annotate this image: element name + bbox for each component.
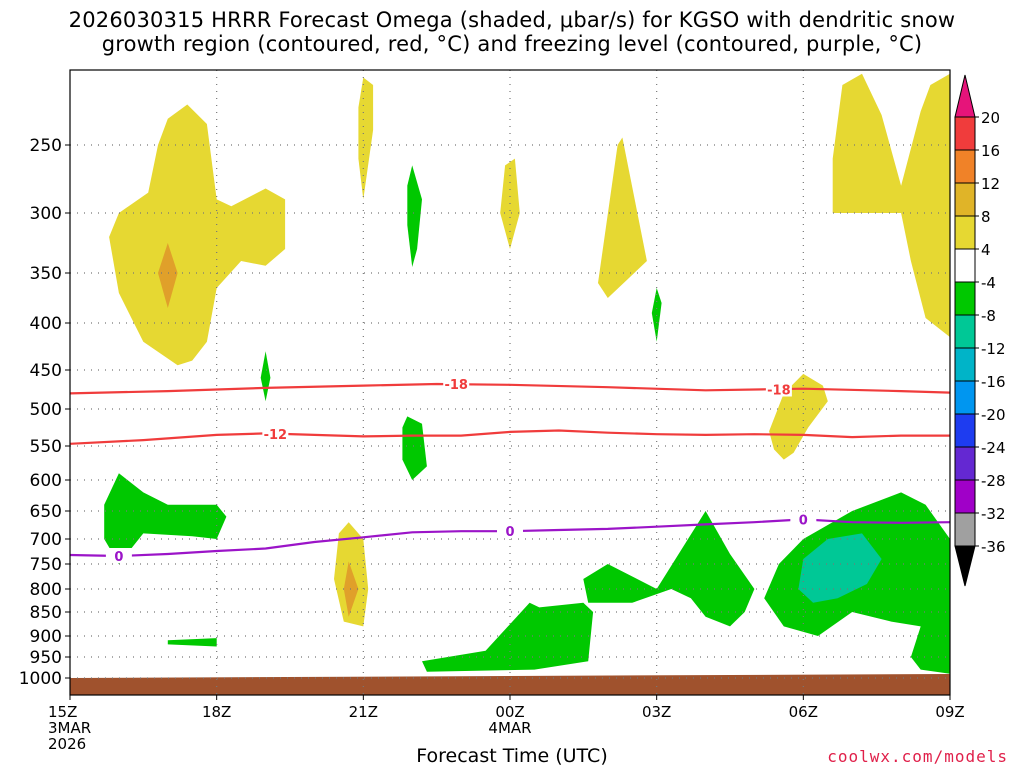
colorbar-label: 4 [981, 241, 991, 259]
colorbar-label: 20 [981, 109, 1000, 127]
colorbar-label: 8 [981, 208, 991, 226]
y-tick-label: 500 [30, 400, 62, 420]
green-cell-2130z [402, 416, 427, 480]
colorbar-segment [954, 215, 976, 250]
yellow-cell-01z [598, 137, 647, 298]
y-tick-label: 1000 [19, 669, 62, 689]
temperature-contours: -18 -18 -12 0 0 0 [70, 376, 950, 565]
y-tick-label: 850 [30, 603, 62, 623]
y-tick-label: 550 [30, 437, 62, 457]
colorbar: 20 16 12 8 4 -4 -8 -12 -16 -20 -24 -28 -32 -36 [954, 74, 1006, 587]
y-tick-label: 800 [30, 580, 62, 600]
x-tick-label: 15Z [48, 703, 77, 721]
y-tick-label: 900 [30, 627, 62, 647]
omega-shading [70, 73, 950, 695]
colorbar-segment [954, 314, 976, 349]
contour-label-bg [497, 523, 523, 539]
contour-label-bg [105, 548, 132, 563]
y-tick-label: 250 [30, 136, 62, 156]
colorbar-segment [954, 446, 976, 481]
colorbar-label: -4 [981, 274, 996, 292]
yellow-sliver-20z [358, 77, 374, 200]
green-cell-lower-left [104, 473, 227, 564]
x-tick-label: 06Z [789, 703, 818, 721]
x-tick-label: 09Z [935, 703, 964, 721]
y-tick-label: 400 [30, 314, 62, 334]
x-axis-title: Forecast Time (UTC) [416, 745, 608, 767]
colorbar-label: -16 [981, 373, 1006, 391]
colorbar-segment [954, 479, 976, 514]
green-cell-03z-upper [651, 288, 662, 342]
green-cell-02z [583, 511, 755, 627]
contour-minus18 [70, 382, 950, 395]
colorbar-label: 16 [981, 142, 1000, 160]
colorbar-label: -32 [981, 505, 1006, 523]
contour-minus12 [70, 429, 950, 445]
teal-cell-06z [798, 533, 882, 603]
contour-label-minus18: -18 [767, 384, 791, 399]
x-tick-sublabel: 4MAR [488, 719, 531, 737]
colorbar-segment [954, 413, 976, 448]
colorbar-label: -20 [981, 406, 1006, 424]
orange-cell-upper-left [158, 243, 178, 308]
y-tick-label: 600 [30, 471, 62, 491]
colorbar-segment [954, 512, 976, 547]
site-credit: coolwx.com/models [827, 747, 1008, 766]
contour-label-bg [790, 511, 817, 527]
axes: 250 300 350 400 450 500 550 600 650 700 750 800 850 9… [19, 136, 965, 753]
colorbar-label: -8 [981, 307, 996, 325]
chart-title-line1: 2026030315 HRRR Forecast Omega (shaded, … [68, 8, 956, 32]
colorbar-label: -24 [981, 439, 1006, 457]
colorbar-segment [954, 248, 976, 283]
y-tick-label: 750 [30, 555, 62, 575]
y-tick-label: 350 [30, 264, 62, 284]
colorbar-segment [954, 116, 976, 151]
colorbar-segment [954, 281, 976, 316]
y-tick-label: 650 [30, 502, 62, 522]
x-tick-sublabel: 2026 [48, 735, 86, 753]
contour-label-freezing: 0 [505, 525, 514, 540]
colorbar-segment [954, 149, 976, 184]
colorbar-segment [954, 347, 976, 382]
contour-label-freezing: 0 [799, 513, 808, 528]
contour-label-freezing: 0 [114, 550, 123, 565]
y-tick-label: 700 [30, 530, 62, 550]
contour-label-minus18: -18 [444, 378, 468, 393]
colorbar-segment [954, 182, 976, 217]
colorbar-label: -28 [981, 472, 1006, 490]
contour-label-bg [262, 426, 289, 442]
colorbar-bottom-arrow [954, 545, 976, 587]
colorbar-segment [954, 380, 976, 415]
green-cell-21z [407, 165, 422, 267]
colorbar-label: -36 [981, 538, 1006, 556]
colorbar-label: -12 [981, 340, 1006, 358]
green-sliver-16z [167, 638, 217, 647]
x-tick-label: 03Z [642, 703, 671, 721]
y-tick-label: 950 [30, 648, 62, 668]
x-tick-label: 21Z [349, 703, 378, 721]
terrain-band [70, 674, 950, 695]
colorbar-top-arrow [954, 74, 976, 118]
x-tick-sublabel: 3MAR [48, 719, 91, 737]
contour-label-minus12: -12 [264, 428, 288, 443]
contour-label-bg [765, 381, 792, 397]
x-tick-label: 18Z [202, 703, 231, 721]
contour-label-bg [443, 376, 470, 392]
yellow-cell-upper-right [832, 73, 950, 338]
colorbar-label: 12 [981, 175, 1000, 193]
green-cell-corner [910, 616, 950, 674]
x-tick-label: 00Z [495, 703, 524, 721]
chart-title-line2: growth region (contoured, red, °C) and f… [101, 32, 923, 56]
green-cell-1830z [260, 351, 271, 402]
green-cell-00z-lower [422, 602, 594, 672]
y-tick-label: 450 [30, 361, 62, 381]
yellow-cell-upper-left [109, 104, 286, 366]
y-tick-label: 300 [30, 204, 62, 224]
orange-cell-20z [343, 561, 359, 617]
